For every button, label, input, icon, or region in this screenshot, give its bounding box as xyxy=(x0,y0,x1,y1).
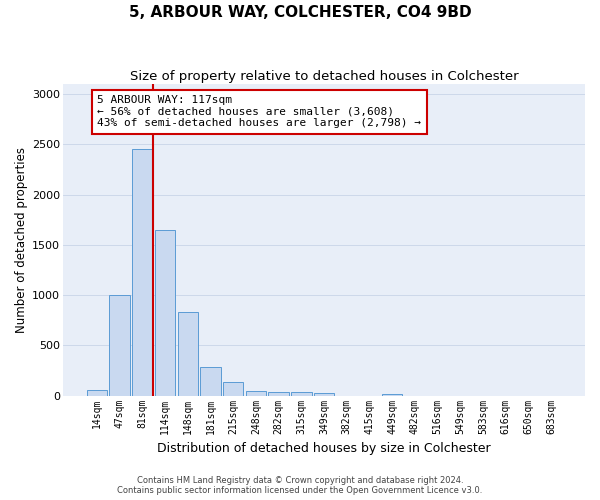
Bar xyxy=(314,393,334,396)
Y-axis label: Number of detached properties: Number of detached properties xyxy=(15,147,28,333)
Bar xyxy=(155,230,175,396)
Bar xyxy=(200,367,221,396)
X-axis label: Distribution of detached houses by size in Colchester: Distribution of detached houses by size … xyxy=(157,442,491,455)
Bar xyxy=(382,394,403,396)
Text: Contains HM Land Registry data © Crown copyright and database right 2024.
Contai: Contains HM Land Registry data © Crown c… xyxy=(118,476,482,495)
Text: 5 ARBOUR WAY: 117sqm
← 56% of detached houses are smaller (3,608)
43% of semi-de: 5 ARBOUR WAY: 117sqm ← 56% of detached h… xyxy=(97,95,421,128)
Bar xyxy=(268,392,289,396)
Bar xyxy=(223,382,244,396)
Bar xyxy=(132,150,152,396)
Text: 5, ARBOUR WAY, COLCHESTER, CO4 9BD: 5, ARBOUR WAY, COLCHESTER, CO4 9BD xyxy=(128,5,472,20)
Bar xyxy=(109,295,130,396)
Bar xyxy=(246,391,266,396)
Bar xyxy=(291,392,311,396)
Bar xyxy=(178,312,198,396)
Bar xyxy=(87,390,107,396)
Title: Size of property relative to detached houses in Colchester: Size of property relative to detached ho… xyxy=(130,70,518,83)
